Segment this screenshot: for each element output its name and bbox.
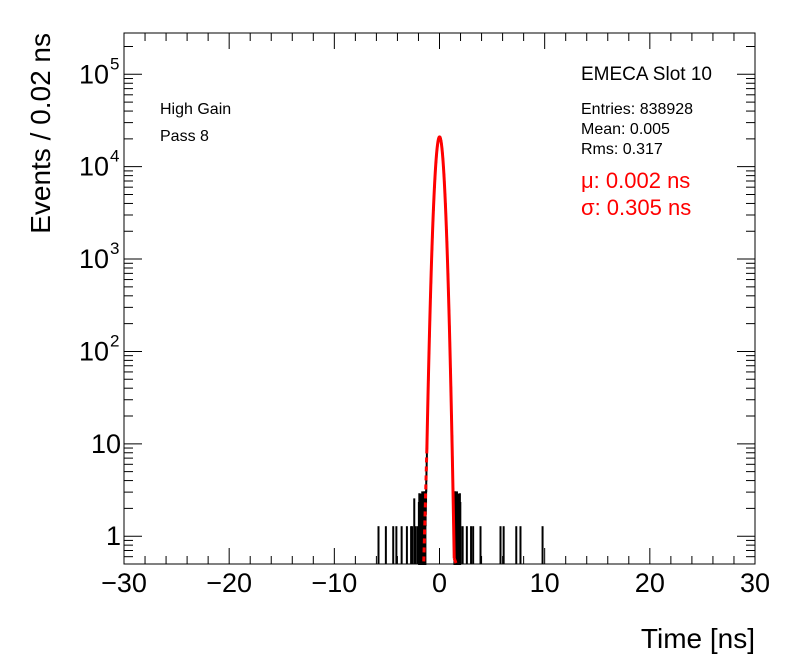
y-tick-label: 10 4 xyxy=(79,147,120,182)
x-tick-labels: −30 −20 −10 0 10 20 30 xyxy=(101,568,770,598)
x-tick-label: 10 xyxy=(530,568,560,598)
y-tick-label-exponent: 3 xyxy=(110,239,119,258)
entries-annotation: Entries: 838928 xyxy=(581,101,693,118)
sigma-annotation: σ: 0.305 ns xyxy=(581,195,691,220)
gaussian-fit-series xyxy=(422,135,458,565)
x-tick-label: 20 xyxy=(635,568,665,598)
y-tick-label-base: 1 xyxy=(106,521,121,551)
axis-ticks xyxy=(123,33,756,565)
y-tick-label-base: 10 xyxy=(79,244,109,274)
x-tick-label: 0 xyxy=(432,568,447,598)
y-axis-label: Events / 0.02 ns xyxy=(25,33,56,234)
fit-curve-dashed-left xyxy=(422,448,429,565)
pass-annotation: Pass 8 xyxy=(160,128,209,145)
x-tick-label: −10 xyxy=(311,568,357,598)
y-tick-label: 10 3 xyxy=(79,239,120,274)
slot-annotation: EMECA Slot 10 xyxy=(581,64,712,85)
x-axis-label: Time [ns] xyxy=(641,623,755,654)
rms-annotation: Rms: 0.317 xyxy=(581,141,663,158)
x-tick-label: −20 xyxy=(206,568,252,598)
y-tick-label-base: 10 xyxy=(79,336,109,366)
y-tick-label-base: 10 xyxy=(91,429,121,459)
y-tick-label-exponent: 4 xyxy=(110,147,119,166)
y-tick-label: 10 2 xyxy=(79,331,120,366)
y-tick-label-base: 10 xyxy=(79,59,109,89)
histogram-series xyxy=(377,135,544,565)
y-tick-label: 1 xyxy=(106,521,121,551)
mu-annotation: μ: 0.002 ns xyxy=(581,168,690,193)
fit-curve-solid xyxy=(425,135,456,559)
y-tick-label-exponent: 5 xyxy=(110,54,119,73)
y-tick-label: 10 xyxy=(91,429,121,459)
y-tick-label-base: 10 xyxy=(79,152,109,182)
y-tick-label: 10 5 xyxy=(79,54,120,89)
x-tick-label: 30 xyxy=(740,568,770,598)
x-tick-label: −30 xyxy=(101,568,147,598)
mean-annotation: Mean: 0.005 xyxy=(581,121,670,138)
gain-annotation: High Gain xyxy=(160,101,231,118)
fit-curve-dashed-right xyxy=(452,557,458,565)
y-tick-label-exponent: 2 xyxy=(110,331,119,350)
